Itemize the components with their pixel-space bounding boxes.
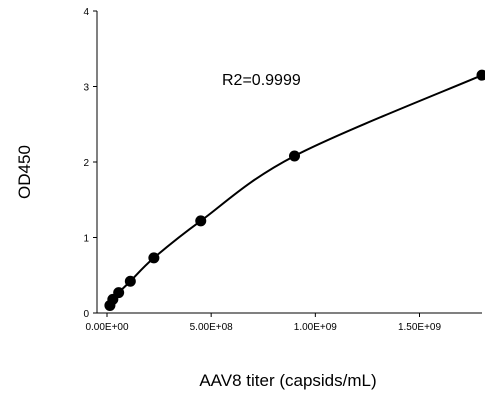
x-tick-label: 1.50E+09 xyxy=(398,322,442,333)
data-point xyxy=(476,69,485,81)
data-point xyxy=(113,287,125,299)
ticks: 0 1 2 3 4 0.00E+00 5.00E+08 1.00E+09 1.50E+09 xyxy=(83,7,441,333)
x-tick-label: 5.00E+08 xyxy=(190,322,234,333)
data-point xyxy=(124,275,136,287)
x-tick-label: 1.00E+09 xyxy=(294,322,338,333)
fit-curve xyxy=(109,74,483,306)
y-tick-label: 2 xyxy=(83,158,89,169)
data-point xyxy=(195,215,207,227)
r2-annotation: R2=0.9999 xyxy=(222,72,301,89)
y-tick-label: 4 xyxy=(83,7,89,18)
y-tick-label: 0 xyxy=(83,309,89,320)
y-axis-title: OD450 xyxy=(15,145,34,199)
x-tick-label: 0.00E+00 xyxy=(85,322,129,333)
x-axis-title: AAV8 titer (capsids/mL) xyxy=(199,371,376,390)
y-tick-label: 1 xyxy=(83,234,89,245)
data-point xyxy=(289,150,300,162)
axes xyxy=(96,11,482,314)
data-point xyxy=(148,252,160,264)
y-tick-label: 3 xyxy=(83,83,89,94)
data-points xyxy=(104,69,485,311)
